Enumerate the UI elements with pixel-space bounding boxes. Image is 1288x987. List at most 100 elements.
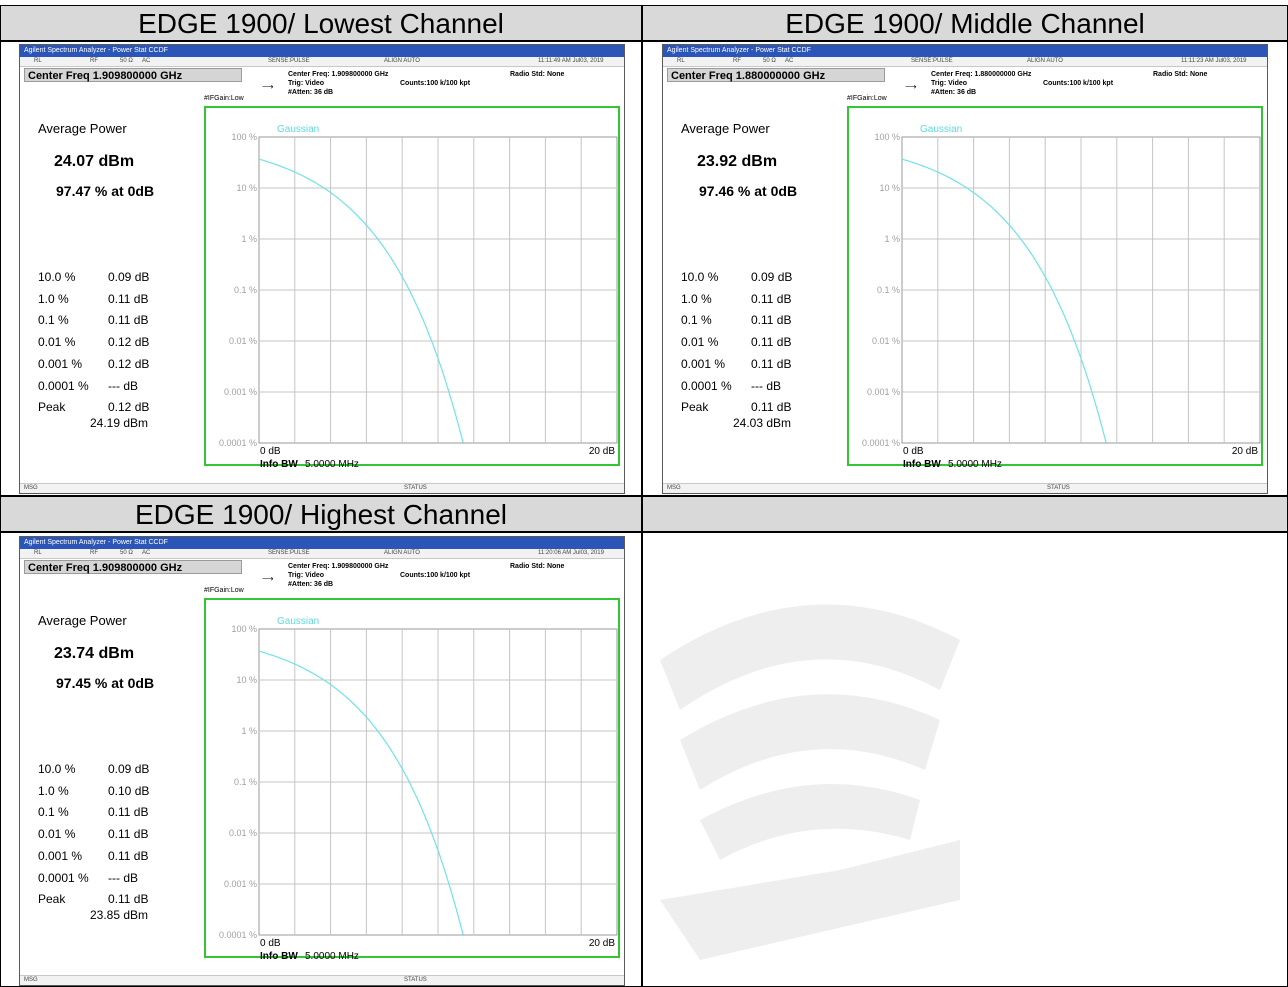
- analyzer-screenshot-lowest: Agilent Spectrum Analyzer - Power Stat C…: [19, 44, 625, 494]
- ccdf-prob-label: 0.01 %: [38, 827, 76, 842]
- peak-dbm-value: 24.19 dBm: [90, 416, 149, 431]
- info-bw-label: Info BW: [260, 951, 298, 962]
- trig-label: Trig: Video: [288, 80, 325, 87]
- average-power-value: 23.74 dBm: [54, 645, 135, 662]
- x-right-label: 20 dB: [589, 938, 615, 949]
- app-titlebar: Agilent Spectrum Analyzer - Power Stat C…: [663, 45, 1267, 57]
- atten-label: #Atten: 36 dB: [931, 89, 977, 96]
- ohm-label: 50 Ω: [763, 58, 776, 64]
- radio-std-label: Radio Std: None: [510, 71, 565, 78]
- ccdf-value: --- dB: [108, 870, 138, 885]
- center-freq-small: Center Freq: 1.880000000 GHz: [931, 71, 1032, 78]
- sense-label: SENSE:PULSE: [268, 58, 310, 64]
- center-freq-box[interactable]: Center Freq 1.880000000 GHz: [667, 68, 885, 82]
- average-power-label: Average Power: [38, 121, 127, 136]
- peak-dbm-value: 23.85 dBm: [90, 908, 149, 923]
- ccdf-value: 0.12 dB: [108, 356, 150, 371]
- y-tick-label: 0.01 %: [872, 336, 900, 346]
- center-freq-small: Center Freq: 1.909800000 GHz: [288, 563, 389, 570]
- header-lowest: EDGE 1900/ Lowest Channel: [0, 5, 642, 41]
- ccdf-plot: 100 % 10 % 1 % 0.1 % 0.01 % 0.001 % 0.0001 % Ga…: [862, 124, 1261, 470]
- y-tick-label: 0.0001 %: [219, 930, 257, 940]
- cell-empty: [642, 532, 1288, 987]
- x-right-label: 20 dB: [589, 446, 615, 457]
- plot-frame: [847, 106, 1263, 466]
- timestamp: 11:20:06 AM Jul03, 2019: [538, 550, 604, 556]
- ccdf-value: 0.10 dB: [108, 783, 150, 798]
- ccdf-prob-label: 1.0 %: [38, 291, 69, 306]
- x-left-label: 0 dB: [260, 446, 281, 457]
- peak-label: Peak: [38, 400, 66, 415]
- ac-label: AC: [142, 58, 151, 64]
- ccdf-value: 0.09 dB: [108, 270, 150, 284]
- x-right-label: 20 dB: [1232, 446, 1258, 457]
- gaussian-legend: Gaussian: [277, 124, 319, 135]
- radio-std-label: Radio Std: None: [510, 563, 565, 570]
- peak-db-value: 0.11 dB: [751, 400, 792, 415]
- average-power-label: Average Power: [681, 121, 770, 136]
- ccdf-prob-label: 1.0 %: [38, 783, 69, 798]
- info-bw-label: Info BW: [260, 459, 298, 470]
- ccdf-value: 0.12 dB: [108, 335, 150, 350]
- ifgain-label: #IFGain:Low: [847, 95, 887, 102]
- rl-label: RL: [34, 58, 42, 64]
- peak-label: Peak: [38, 892, 66, 907]
- counts-label: Counts:100 k/100 kpt: [400, 80, 471, 87]
- y-tick-label: 1 %: [241, 234, 257, 244]
- gaussian-curve: [258, 650, 464, 935]
- radio-std-label: Radio Std: None: [1153, 71, 1208, 78]
- peak-db-value: 0.11 dB: [108, 892, 149, 907]
- sense-label: SENSE:PULSE: [268, 550, 310, 556]
- ccdf-prob-label: 0.1 %: [38, 313, 69, 328]
- gaussian-legend: Gaussian: [920, 124, 962, 135]
- ccdf-value: 0.11 dB: [108, 805, 149, 820]
- ccdf-prob-label: 0.1 %: [681, 313, 712, 328]
- instrument-status-line: RL RF 50 Ω AC SENSE:PULSE ALIGN AUTO 11:…: [20, 57, 624, 67]
- average-power-value: 23.92 dBm: [697, 153, 778, 170]
- ohm-label: 50 Ω: [120, 550, 133, 556]
- ccdf-prob-label: 1.0 %: [681, 291, 712, 306]
- rf-label: RF: [90, 58, 98, 64]
- y-tick-label: 0.1 %: [234, 777, 257, 787]
- gaussian-curve: [258, 158, 464, 443]
- ac-label: AC: [785, 58, 794, 64]
- app-titlebar: Agilent Spectrum Analyzer - Power Stat C…: [20, 537, 624, 549]
- y-tick-label: 1 %: [241, 726, 257, 736]
- instrument-status-line: RL RF 50 Ω AC SENSE:PULSE ALIGN AUTO 11:…: [20, 549, 624, 559]
- align-label: ALIGN AUTO: [384, 58, 420, 64]
- header-empty: [642, 496, 1288, 532]
- ccdf-prob-label: 0.01 %: [681, 335, 719, 350]
- y-tick-label: 0.001 %: [224, 387, 257, 397]
- trig-label: Trig: Video: [288, 572, 325, 579]
- y-tick-label: 0.1 %: [877, 285, 900, 295]
- msg-label: MSG: [667, 485, 681, 491]
- rf-label: RF: [90, 550, 98, 556]
- center-freq-small: Center Freq: 1.909800000 GHz: [288, 71, 389, 78]
- y-tick-label: 0.0001 %: [219, 438, 257, 448]
- arrow-icon: ⟶: [262, 574, 274, 583]
- rl-label: RL: [677, 58, 685, 64]
- peak-dbm-value: 24.03 dBm: [733, 416, 792, 431]
- arrow-icon: ⟶: [905, 82, 917, 91]
- center-freq-box[interactable]: Center Freq 1.909800000 GHz: [24, 68, 242, 82]
- y-tick-label: 0.001 %: [867, 387, 900, 397]
- ccdf-value: 0.11 dB: [751, 356, 792, 371]
- ccdf-value: 0.11 dB: [108, 313, 149, 328]
- analyzer-screenshot-highest: Agilent Spectrum Analyzer - Power Stat C…: [19, 536, 625, 986]
- sense-label: SENSE:PULSE: [911, 58, 953, 64]
- percent-at-0db: 97.46 % at 0dB: [699, 183, 798, 199]
- bottom-status-bar: MSG STATUS: [20, 975, 624, 985]
- ccdf-prob-label: 0.001 %: [681, 356, 726, 371]
- ccdf-prob-label: 10.0 %: [38, 762, 76, 776]
- peak-label: Peak: [681, 400, 709, 415]
- x-left-label: 0 dB: [903, 446, 924, 457]
- y-tick-label: 10 %: [236, 675, 257, 685]
- ccdf-value: 0.11 dB: [108, 291, 149, 306]
- info-bw-label: Info BW: [903, 459, 941, 470]
- ccdf-value: --- dB: [108, 378, 138, 393]
- y-tick-label: 100 %: [874, 132, 900, 142]
- info-bw-value: 5.0000 MHz: [305, 951, 359, 962]
- ccdf-value: 0.11 dB: [751, 291, 792, 306]
- ac-label: AC: [142, 550, 151, 556]
- center-freq-box[interactable]: Center Freq 1.909800000 GHz: [24, 560, 242, 574]
